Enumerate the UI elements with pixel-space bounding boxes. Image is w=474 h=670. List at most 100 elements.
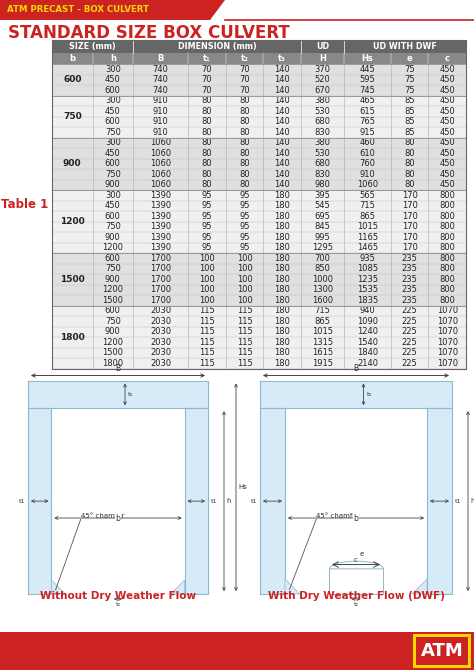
Text: 140: 140 [274, 138, 290, 147]
Text: 140: 140 [274, 159, 290, 168]
Text: 2030: 2030 [150, 327, 171, 336]
Text: 1070: 1070 [437, 306, 458, 316]
Text: 460: 460 [360, 138, 375, 147]
Text: 1390: 1390 [150, 243, 171, 252]
Text: 1085: 1085 [357, 264, 378, 273]
Text: 115: 115 [199, 338, 215, 347]
Bar [413, 634, 471, 668]
Text: c: c [354, 557, 358, 563]
Text: 2140: 2140 [357, 358, 378, 368]
Text: 70: 70 [201, 86, 212, 94]
Text: B: B [354, 364, 358, 373]
Bar [52, 348, 466, 358]
Text: 80: 80 [404, 170, 415, 179]
Text: 450: 450 [439, 149, 455, 157]
Text: 140: 140 [274, 65, 290, 74]
Text: 1700: 1700 [150, 254, 171, 263]
Text: 80: 80 [239, 128, 250, 137]
Text: 1060: 1060 [150, 159, 171, 168]
Text: 80: 80 [239, 96, 250, 105]
Text: 940: 940 [360, 306, 375, 316]
Bar [52, 117, 466, 127]
Bar [52, 306, 466, 369]
Text: 100: 100 [199, 295, 215, 305]
Bar [52, 285, 466, 295]
Text: 100: 100 [237, 295, 252, 305]
Text: 115: 115 [199, 317, 215, 326]
Text: 595: 595 [360, 75, 375, 84]
Text: 700: 700 [315, 254, 331, 263]
Text: 1390: 1390 [150, 212, 171, 220]
Text: 1070: 1070 [437, 327, 458, 336]
Text: 450: 450 [439, 138, 455, 147]
Text: 1070: 1070 [437, 348, 458, 357]
Text: 450: 450 [439, 107, 455, 116]
Text: t₂: t₂ [354, 602, 358, 607]
Text: 900: 900 [105, 275, 121, 284]
Text: 450: 450 [439, 117, 455, 126]
Text: 800: 800 [439, 275, 455, 284]
Text: 95: 95 [201, 222, 212, 231]
Bar [52, 200, 466, 211]
Text: 450: 450 [105, 149, 121, 157]
Text: 750: 750 [105, 264, 121, 273]
Text: 395: 395 [315, 191, 331, 200]
Text: 70: 70 [201, 65, 212, 74]
Bar [52, 274, 466, 285]
Bar [52, 232, 466, 243]
Text: 225: 225 [401, 306, 418, 316]
Text: 1060: 1060 [357, 180, 378, 189]
Text: 1390: 1390 [150, 222, 171, 231]
Text: 670: 670 [315, 86, 331, 94]
Text: 140: 140 [274, 149, 290, 157]
Bar [52, 137, 466, 190]
Text: 2030: 2030 [150, 306, 171, 316]
Text: 765: 765 [360, 117, 375, 126]
Text: 800: 800 [439, 232, 455, 242]
Text: 70: 70 [239, 65, 250, 74]
Text: 170: 170 [401, 212, 418, 220]
Text: 170: 170 [401, 243, 418, 252]
Text: 115: 115 [199, 327, 215, 336]
Text: 800: 800 [439, 243, 455, 252]
Text: 180: 180 [274, 317, 290, 326]
Text: 140: 140 [274, 75, 290, 84]
Text: 95: 95 [239, 212, 250, 220]
Text: b: b [116, 513, 120, 523]
Polygon shape [51, 580, 65, 594]
Text: 115: 115 [237, 327, 252, 336]
Text: 45° chamfer: 45° chamfer [81, 513, 124, 519]
Polygon shape [0, 0, 225, 20]
Text: 600: 600 [105, 86, 121, 94]
Text: 80: 80 [404, 180, 415, 189]
Text: 95: 95 [239, 191, 250, 200]
Bar [52, 190, 466, 200]
Text: 2030: 2030 [150, 358, 171, 368]
Text: 995: 995 [315, 232, 330, 242]
Text: 2030: 2030 [150, 348, 171, 357]
Text: B: B [157, 54, 164, 63]
Text: 70: 70 [201, 75, 212, 84]
Text: 80: 80 [201, 180, 212, 189]
Text: H: H [319, 54, 326, 63]
Text: 1000: 1000 [312, 275, 333, 284]
Text: 600: 600 [105, 306, 121, 316]
Text: 1500: 1500 [102, 348, 123, 357]
Text: 80: 80 [239, 117, 250, 126]
Text: 95: 95 [201, 201, 212, 210]
Text: 1600: 1600 [312, 295, 333, 305]
Text: SIZE (mm): SIZE (mm) [69, 42, 116, 51]
Bar [28, 381, 208, 408]
Text: 180: 180 [274, 295, 290, 305]
Text: 1500: 1500 [102, 295, 123, 305]
Text: 740: 740 [153, 86, 168, 94]
Text: 85: 85 [404, 128, 415, 137]
Text: b: b [69, 54, 75, 63]
Text: 115: 115 [237, 306, 252, 316]
Text: 450: 450 [439, 170, 455, 179]
Text: UD WITH DWF: UD WITH DWF [374, 42, 437, 51]
Text: 750: 750 [105, 222, 121, 231]
Text: 380: 380 [315, 96, 331, 105]
Text: 600: 600 [63, 75, 82, 84]
Text: 1060: 1060 [150, 138, 171, 147]
